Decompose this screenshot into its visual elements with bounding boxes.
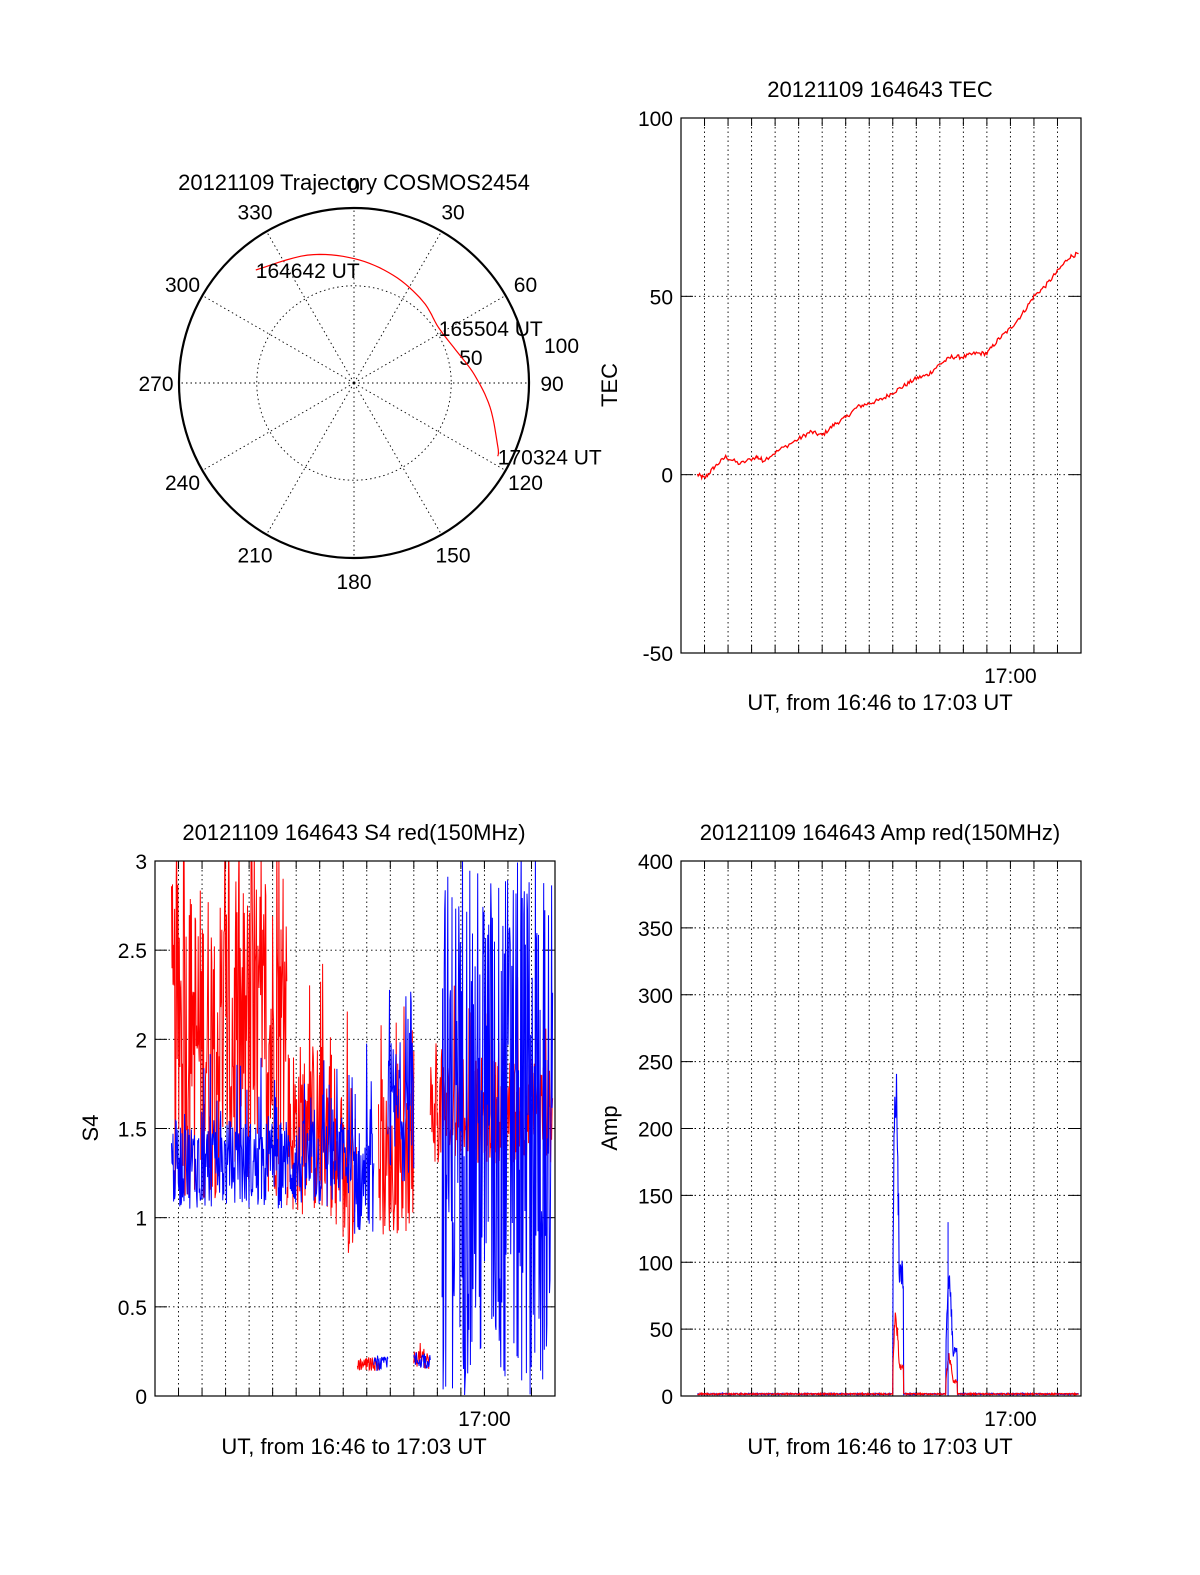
y-tick-label: 100 bbox=[638, 1252, 673, 1275]
y-tick-label: 2.5 bbox=[118, 940, 147, 963]
s4-segment-9 bbox=[373, 1355, 389, 1371]
y-tick-label: 2 bbox=[135, 1029, 147, 1052]
azimuth-label-210: 210 bbox=[237, 544, 272, 567]
y-tick-label: 150 bbox=[638, 1185, 673, 1208]
trajectory-polar-plot: 20121109 Trajectory COSMOS2454 0 30 60 90 12… bbox=[138, 170, 601, 594]
radial-label-50: 50 bbox=[459, 347, 482, 370]
polar-spoke-330 bbox=[266, 231, 355, 384]
y-tick-label: 100 bbox=[638, 108, 673, 131]
trajectory-title: 20121109 Trajectory COSMOS2454 bbox=[178, 170, 530, 195]
azimuth-label-120: 120 bbox=[508, 472, 543, 495]
amp-frame bbox=[680, 860, 1082, 1397]
tec-series bbox=[696, 251, 1079, 481]
tec-grid bbox=[681, 118, 1081, 653]
s4-segment-0 bbox=[171, 861, 288, 1199]
trajectory-end-label: 170324 UT bbox=[498, 446, 602, 469]
s4-segment-10 bbox=[387, 989, 415, 1182]
trajectory-mid-label: 165504 UT bbox=[439, 318, 543, 341]
x-tick-label: 17:00 bbox=[984, 665, 1037, 688]
s4-panel: 20121109 164643 S4 red(150MHz) UT, from … bbox=[78, 820, 556, 1459]
polar-spoke-150 bbox=[353, 382, 442, 535]
amp-red-line bbox=[697, 1312, 1079, 1397]
polar-spoke-210 bbox=[266, 382, 355, 535]
x-tick-label: 17:00 bbox=[458, 1408, 511, 1431]
tec-ylabel: TEC bbox=[597, 363, 622, 407]
y-tick-label: 50 bbox=[650, 1319, 673, 1342]
tec-ticks: -50 0 50 100 17:00 bbox=[638, 108, 1081, 688]
polar-spoke-30 bbox=[353, 231, 442, 384]
tec-title: 20121109 164643 TEC bbox=[767, 77, 993, 102]
polar-grid bbox=[179, 208, 529, 558]
s4-series bbox=[171, 861, 554, 1396]
azimuth-label-330: 330 bbox=[237, 202, 272, 225]
trajectory-start-label: 164642 UT bbox=[256, 260, 360, 283]
radial-label-100: 100 bbox=[544, 335, 579, 358]
azimuth-label-300: 300 bbox=[165, 274, 200, 297]
y-tick-label: 0 bbox=[135, 1386, 147, 1409]
azimuth-label-180: 180 bbox=[336, 571, 371, 594]
s4-xlabel: UT, from 16:46 to 17:03 UT bbox=[221, 1434, 486, 1459]
azimuth-label-30: 30 bbox=[441, 202, 464, 225]
y-tick-label: 400 bbox=[638, 851, 673, 874]
tec-panel: 20121109 164643 TEC UT, from 16:46 to 17… bbox=[597, 77, 1082, 715]
s4-segment-4 bbox=[378, 1006, 415, 1235]
y-tick-label: 200 bbox=[638, 1119, 673, 1142]
tec-line bbox=[696, 251, 1079, 481]
y-tick-label: 3 bbox=[135, 851, 147, 874]
s4-segment-7 bbox=[171, 1054, 349, 1209]
s4-segment-11 bbox=[413, 1352, 431, 1369]
y-tick-label: 0.5 bbox=[118, 1297, 147, 1320]
azimuth-label-270: 270 bbox=[138, 373, 173, 396]
trajectory-line bbox=[255, 253, 499, 457]
y-tick-label: -50 bbox=[643, 643, 673, 666]
y-tick-label: 300 bbox=[638, 985, 673, 1008]
polar-spoke-120 bbox=[353, 382, 506, 471]
azimuth-label-0: 0 bbox=[348, 175, 360, 198]
polar-spoke-300 bbox=[202, 295, 355, 384]
s4-segment-8 bbox=[347, 1043, 375, 1234]
amp-xlabel: UT, from 16:46 to 17:03 UT bbox=[747, 1434, 1012, 1459]
y-tick-label: 1.5 bbox=[118, 1119, 147, 1142]
y-tick-label: 50 bbox=[650, 286, 673, 309]
amp-series bbox=[697, 1073, 1079, 1397]
azimuth-label-90: 90 bbox=[540, 373, 563, 396]
azimuth-label-240: 240 bbox=[165, 472, 200, 495]
y-tick-label: 250 bbox=[638, 1052, 673, 1075]
polar-spoke-240 bbox=[202, 382, 355, 471]
tec-frame bbox=[680, 117, 1082, 654]
s4-segment-3 bbox=[356, 1357, 379, 1372]
azimuth-label-60: 60 bbox=[514, 274, 537, 297]
s4-title: 20121109 164643 S4 red(150MHz) bbox=[182, 820, 525, 845]
y-tick-label: 350 bbox=[638, 918, 673, 941]
s4-ylabel: S4 bbox=[78, 1115, 103, 1142]
polar-ring-50 bbox=[256, 285, 452, 481]
s4-segment-2 bbox=[331, 1011, 358, 1253]
azimuth-label-150: 150 bbox=[435, 544, 470, 567]
tec-xlabel: UT, from 16:46 to 17:03 UT bbox=[747, 690, 1012, 715]
polar-outer-circle bbox=[177, 206, 531, 560]
s4-frame bbox=[154, 860, 556, 1397]
azimuth-labels: 0 30 60 90 120 150 180 210 240 270 300 330 bbox=[138, 175, 563, 594]
s4-segment-12 bbox=[441, 861, 554, 1396]
amp-grid bbox=[681, 861, 1081, 1396]
x-tick-label: 17:00 bbox=[984, 1408, 1037, 1431]
amp-title: 20121109 164643 Amp red(150MHz) bbox=[700, 820, 1060, 845]
y-tick-label: 0 bbox=[661, 465, 673, 488]
amp-blue-line bbox=[697, 1073, 1079, 1397]
amp-panel: 20121109 164643 Amp red(150MHz) UT, from… bbox=[597, 820, 1082, 1459]
y-tick-label: 0 bbox=[661, 1386, 673, 1409]
y-tick-label: 1 bbox=[135, 1208, 147, 1231]
amp-ticks: 0 50 100 150 200 250 300 350 400 17:00 bbox=[638, 851, 1081, 1431]
amp-ylabel: Amp bbox=[597, 1105, 622, 1150]
